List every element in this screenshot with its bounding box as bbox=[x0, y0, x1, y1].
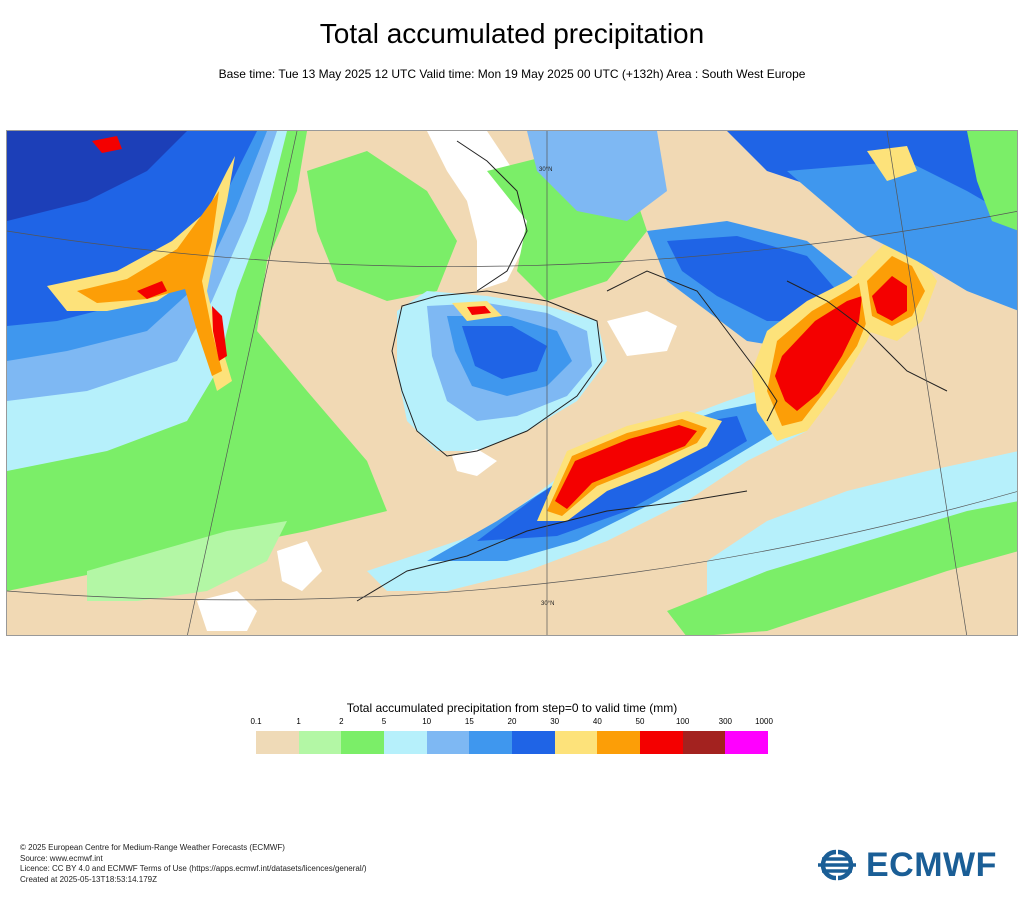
balkans-red bbox=[872, 276, 907, 321]
legend-level-label: 100 bbox=[675, 717, 690, 726]
ionian-red bbox=[775, 296, 862, 411]
legend-level-label: 30 bbox=[550, 717, 560, 726]
licence-text: Licence: CC BY 4.0 and ECMWF Terms of Us… bbox=[20, 864, 367, 873]
ecmwf-logo-text: ECMWF bbox=[866, 846, 997, 884]
legend-swatch bbox=[298, 731, 342, 754]
legend-title: Total accumulated precipitation from ste… bbox=[346, 701, 678, 715]
graticule-line bbox=[7, 211, 1017, 267]
legend-swatch bbox=[640, 731, 683, 754]
wmed-front-red bbox=[555, 425, 697, 509]
legend-swatch bbox=[725, 731, 769, 754]
legend-level-label: 20 bbox=[507, 717, 517, 726]
legend-swatch bbox=[384, 731, 427, 754]
legend-level-label: 300 bbox=[718, 717, 733, 726]
legend-labels: 0.1 1 2 5 10 15 20 30 40 50 100 300 1000 bbox=[250, 717, 772, 729]
central-med-dark-blue bbox=[667, 236, 837, 321]
africa-green-patch bbox=[87, 521, 287, 601]
africa-white-patch bbox=[197, 541, 322, 631]
legend-swatch bbox=[469, 731, 513, 754]
legend-level-label: 15 bbox=[464, 717, 474, 726]
france-blue-region bbox=[527, 131, 667, 221]
legend-swatch bbox=[426, 731, 470, 754]
legend-color-bar bbox=[256, 731, 769, 754]
created-text: Created at 2025-05-13T18:53:14.179Z bbox=[20, 874, 157, 884]
legend-level-label: 50 bbox=[635, 717, 645, 726]
iberia-north-red bbox=[467, 306, 491, 315]
legend-level-label: 1 bbox=[296, 717, 301, 726]
footer-credits: © 2025 European Centre for Medium-Range … bbox=[20, 843, 367, 885]
ecmwf-logo: ECMWF bbox=[812, 846, 1008, 884]
balkan-coastline bbox=[786, 280, 948, 392]
france-coastline bbox=[456, 140, 528, 292]
atlantic-front-orange bbox=[77, 191, 222, 376]
gibraltar-white bbox=[452, 449, 497, 476]
chart-title: Total accumulated precipitation bbox=[319, 18, 705, 49]
graticule-line bbox=[187, 131, 298, 635]
east-medium-blue-region bbox=[787, 161, 1017, 311]
coastlines bbox=[356, 140, 948, 602]
legend-level-label: 1000 bbox=[755, 717, 773, 726]
africa-coastline bbox=[356, 490, 748, 602]
legend-swatch bbox=[597, 731, 641, 754]
precipitation-map: 30°N 30°N bbox=[6, 130, 1018, 636]
graticule-line bbox=[7, 491, 1017, 601]
legend-level-label: 40 bbox=[592, 717, 602, 726]
sardinia-white bbox=[607, 311, 677, 356]
chart-subtitle: Base time: Tue 13 May 2025 12 UTC Valid … bbox=[218, 67, 806, 81]
south-east-green bbox=[667, 501, 1017, 635]
source-text: Source: www.ecmwf.int bbox=[20, 853, 103, 863]
italy-coastline bbox=[606, 270, 778, 422]
legend-swatch bbox=[512, 731, 555, 754]
biscay-green-region bbox=[307, 151, 457, 301]
iberia-dark-blue bbox=[462, 326, 547, 379]
legend-swatch bbox=[554, 731, 598, 754]
latitude-label: 30°N bbox=[539, 167, 552, 173]
legend-level-label: 5 bbox=[381, 717, 387, 726]
legend-swatch bbox=[256, 731, 299, 754]
east-green-strip bbox=[967, 131, 1017, 231]
legend-swatch bbox=[341, 731, 385, 754]
latitude-label: 30°N bbox=[541, 601, 554, 607]
ecmwf-logo-icon bbox=[818, 849, 856, 881]
graticule bbox=[7, 131, 1017, 635]
legend-level-label: 0.1 bbox=[250, 717, 262, 726]
legend-level-label: 2 bbox=[339, 717, 344, 726]
atlantic-navy-band bbox=[7, 131, 187, 221]
copyright-text: © 2025 European Centre for Medium-Range … bbox=[20, 843, 285, 852]
iberia-coastline bbox=[391, 290, 603, 457]
graticule-line bbox=[886, 131, 968, 635]
legend-swatch bbox=[682, 731, 726, 754]
legend-level-label: 10 bbox=[422, 717, 432, 726]
